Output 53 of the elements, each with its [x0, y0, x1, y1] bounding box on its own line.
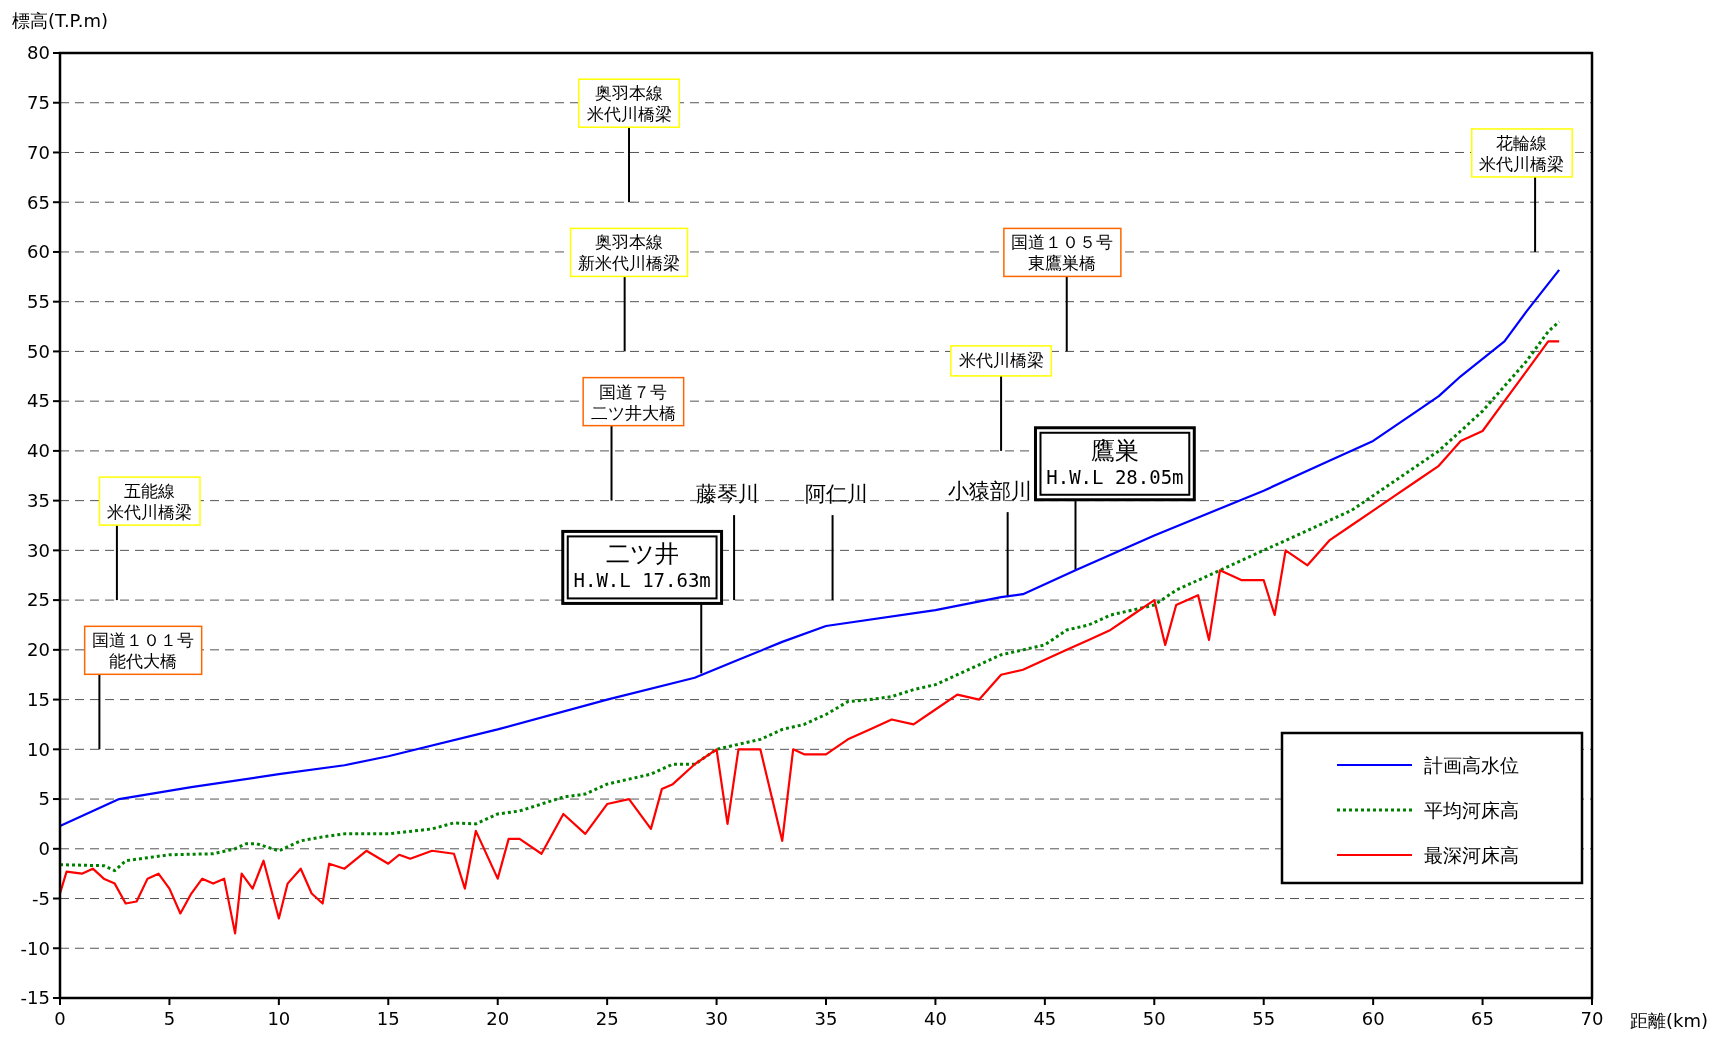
- x-tick-label: 30: [705, 1008, 729, 1029]
- annotation: 奥羽本線新米代川橋梁: [578, 233, 681, 274]
- annotation: 国道１０５号東鷹巣橋: [1011, 233, 1114, 274]
- y-tick-label: 0: [38, 838, 50, 860]
- y-tick-label: -5: [32, 887, 50, 909]
- x-tick-label: 50: [1142, 1008, 1166, 1029]
- annotation: 藤琴川: [696, 482, 760, 507]
- x-tick-label: 45: [1033, 1008, 1057, 1029]
- y-tick-label: 5: [38, 788, 50, 810]
- y-tick-label: -15: [20, 987, 50, 1009]
- y-tick-label: 30: [27, 539, 50, 561]
- x-tick-label: 10: [267, 1008, 291, 1029]
- annotation: 国道７号二ツ井大橋: [590, 382, 676, 423]
- y-tick-label: 65: [27, 191, 50, 213]
- y-tick-label: -10: [20, 937, 50, 959]
- x-tick-label: 20: [486, 1008, 510, 1029]
- annotation: 阿仁川: [805, 482, 869, 507]
- annotation: 鷹巣 H.W.L 28.05m: [1046, 436, 1184, 488]
- y-tick-label: 10: [27, 738, 50, 760]
- y-tick-label: 40: [27, 440, 50, 462]
- y-tick-label: 35: [27, 489, 50, 511]
- y-tick-label: 70: [27, 141, 50, 163]
- x-tick-label: 0: [54, 1008, 66, 1029]
- x-tick-label: 40: [923, 1008, 947, 1029]
- legend-label: 平均河床高: [1424, 798, 1519, 821]
- annotation: 米代川橋梁: [958, 350, 1044, 370]
- y-tick-label: 60: [27, 241, 50, 263]
- x-tick-label: 60: [1361, 1008, 1385, 1029]
- annotation: 二ツ井 H.W.L 17.63m: [573, 540, 711, 592]
- x-tick-label: 55: [1252, 1008, 1276, 1029]
- annotation: 国道１０１号能代大橋: [92, 631, 195, 672]
- y-tick-label: 80: [27, 42, 50, 64]
- y-tick-label: 55: [27, 290, 50, 312]
- annotation: 小猿部川: [948, 479, 1033, 504]
- annotation: 五能線米代川橋梁: [107, 482, 193, 523]
- y-tick-label: 75: [27, 92, 50, 114]
- legend-label: 最深河床高: [1424, 843, 1519, 866]
- x-tick-label: 35: [814, 1008, 838, 1029]
- x-tick-label: 25: [595, 1008, 619, 1029]
- y-tick-label: 20: [27, 639, 50, 661]
- y-axis-title: 標高(T.P.m): [12, 10, 108, 31]
- x-axis-title: 距離(km): [1630, 1010, 1709, 1031]
- legend-label: 計画高水位: [1424, 753, 1519, 776]
- annotation: 奥羽本線米代川橋梁: [586, 84, 672, 125]
- x-tick-label: 15: [376, 1008, 400, 1029]
- x-tick-label: 70: [1580, 1008, 1604, 1029]
- x-tick-label: 5: [163, 1008, 176, 1029]
- y-tick-label: 25: [27, 589, 50, 611]
- y-tick-label: 45: [27, 390, 50, 412]
- x-tick-label: 65: [1471, 1008, 1495, 1029]
- annotation: 花輪線米代川橋梁: [1479, 133, 1565, 174]
- y-tick-label: 15: [27, 688, 50, 710]
- y-tick-label: 50: [27, 340, 50, 362]
